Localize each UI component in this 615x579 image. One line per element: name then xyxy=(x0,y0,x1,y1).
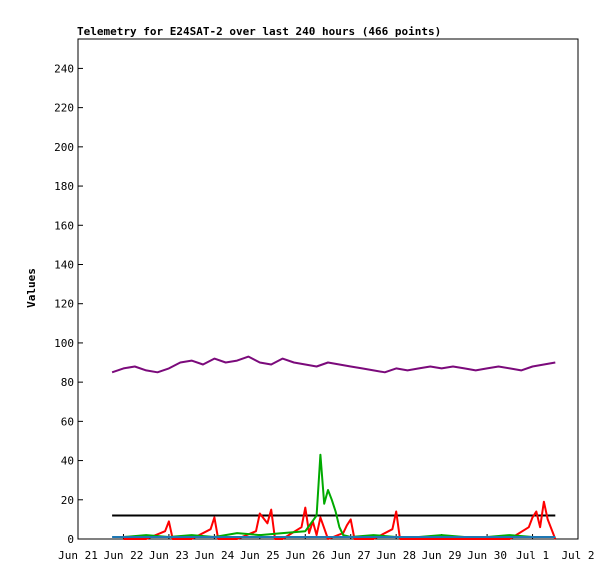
x-tick-label: Jun 27 xyxy=(331,549,371,562)
x-tick-label: Jul 2 xyxy=(561,549,594,562)
y-tick-label: 140 xyxy=(54,258,74,271)
y-tick-label: 100 xyxy=(54,337,74,350)
x-tick-label: Jun 26 xyxy=(285,549,325,562)
y-tick-label: 160 xyxy=(54,219,74,232)
y-tick-label: 60 xyxy=(61,415,74,428)
plot-frame xyxy=(77,38,579,540)
y-tick-label: 80 xyxy=(61,376,74,389)
x-tick-label: Jun 22 xyxy=(104,549,144,562)
series-line-2 xyxy=(123,500,557,540)
x-tick-label: Jun 25 xyxy=(240,549,280,562)
x-tick-label: Jun 28 xyxy=(376,549,416,562)
y-tick-label: 0 xyxy=(67,533,74,546)
series-group xyxy=(111,355,557,540)
x-tick-label: Jun 24 xyxy=(194,549,234,562)
y-tick-label: 200 xyxy=(54,141,74,154)
x-tick-label: Jun 23 xyxy=(149,549,189,562)
x-tick-label: Jun 29 xyxy=(422,549,462,562)
y-ticks: 0 20 40 60 80 100 120 140 160 180 200 220 240 xyxy=(54,62,83,546)
y-tick-label: 20 xyxy=(61,494,74,507)
y-tick-label: 220 xyxy=(54,102,74,115)
x-ticks: Jun 21 Jun 22 Jun 23 Jun 24 Jun 25 Jun 26 Jun … xyxy=(58,534,595,562)
y-axis-label: Values xyxy=(25,268,38,308)
series-line-0 xyxy=(111,355,556,374)
y-tick-label: 40 xyxy=(61,455,74,468)
chart-title: Telemetry for E24SAT-2 over last 240 hou… xyxy=(77,25,441,38)
x-tick-label: Jul 1 xyxy=(516,549,549,562)
x-tick-label: Jun 21 xyxy=(58,549,98,562)
y-tick-label: 120 xyxy=(54,298,74,311)
x-tick-label: Jun 30 xyxy=(467,549,507,562)
series-line-3 xyxy=(123,453,556,538)
y-tick-label: 180 xyxy=(54,180,74,193)
y-tick-label: 240 xyxy=(54,62,74,75)
